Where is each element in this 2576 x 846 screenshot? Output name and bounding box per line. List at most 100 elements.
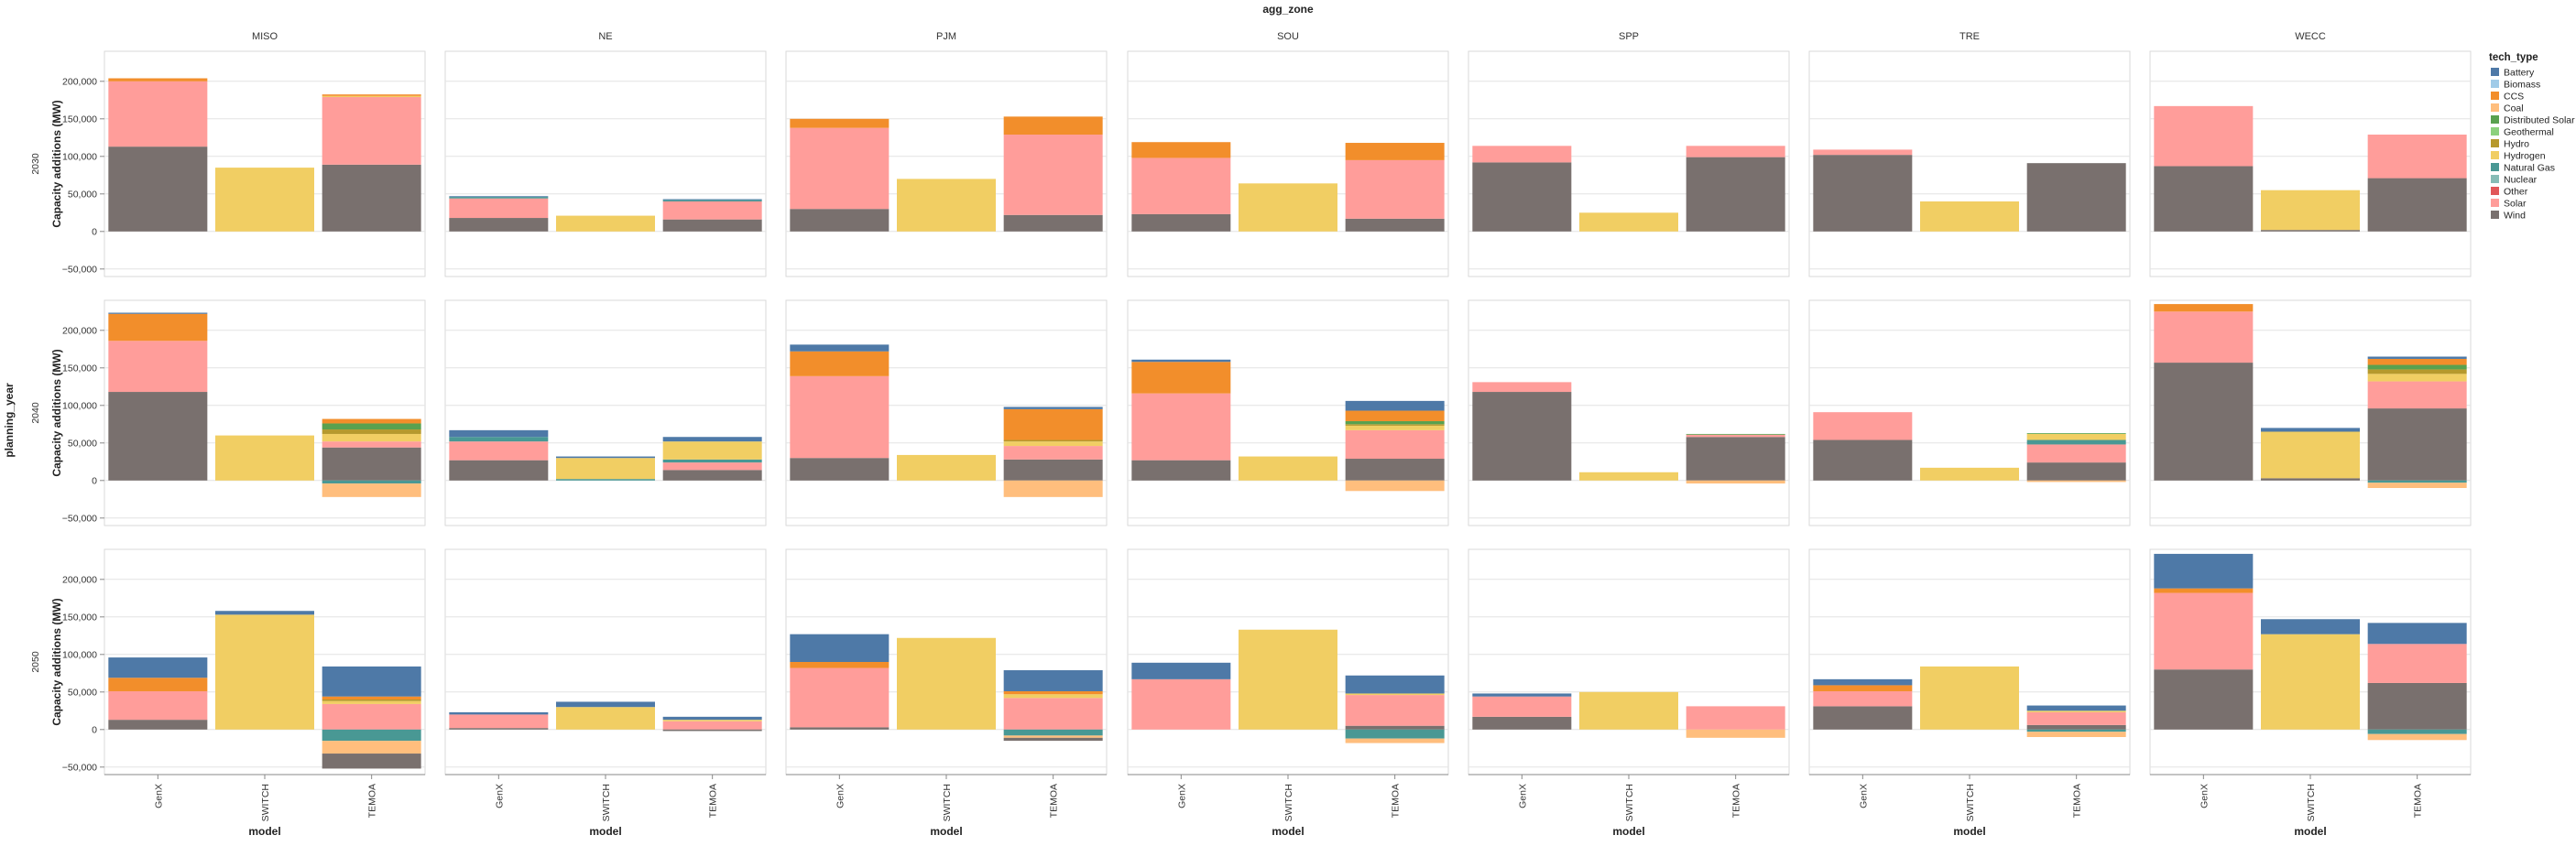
- bar-segment-hydrogen: [2026, 433, 2126, 440]
- bar-segment-wind: [662, 729, 762, 732]
- bar-segment-battery: [108, 657, 208, 678]
- legend-label: Distributed Solar: [2504, 115, 2575, 126]
- bar-segment-solar: [1345, 429, 1445, 460]
- x-tick-label: SWITCH: [601, 784, 612, 821]
- panel-frame: [444, 299, 767, 526]
- legend-swatch-ccs: [2491, 92, 2499, 100]
- legend-label: Hydro: [2504, 139, 2529, 150]
- legend-swatch-coal: [2491, 103, 2499, 112]
- row-label-2030: 2030: [30, 153, 41, 175]
- facet-title-pjm: PJM: [936, 31, 956, 42]
- bar-segment-coal: [322, 483, 421, 497]
- legend-swatch-battery: [2491, 68, 2499, 76]
- x-tick-label: TEMOA: [1391, 784, 1402, 818]
- bar-segment-coal: [1345, 480, 1445, 492]
- bar-segment-solar: [1003, 698, 1103, 730]
- bar-segment-wind: [1472, 716, 1572, 730]
- x-tick-label: GenX: [835, 784, 846, 808]
- facet-title-wecc: WECC: [2295, 31, 2326, 42]
- x-tick-label: SWITCH: [1965, 784, 1976, 821]
- y-tick-label: 100,000: [62, 151, 97, 162]
- bar-segment-solar: [662, 462, 762, 471]
- bar-segment-hydrogen: [1345, 425, 1445, 430]
- y-tick-label: 100,000: [62, 400, 97, 411]
- x-tick-label: TEMOA: [2072, 784, 2083, 818]
- bar-segment-coal: [2026, 732, 2126, 737]
- y-tick-label: 200,000: [62, 325, 97, 336]
- bar-segment-hydrogen: [1920, 201, 2019, 232]
- bar-segment-wind: [322, 164, 421, 232]
- panel-tre-2050: GenX SWITCH TEMOA model: [1808, 548, 2131, 838]
- bar-segment-natural-gas: [449, 197, 549, 199]
- legend-swatch-nuclear: [2491, 175, 2499, 183]
- bar-segment-hydrogen: [1579, 691, 1678, 730]
- facet-title-sou: SOU: [1277, 31, 1299, 42]
- bar-segment-hydrogen: [2261, 634, 2360, 730]
- legend-swatch-other: [2491, 187, 2499, 195]
- legend-swatch-hydro: [2491, 139, 2499, 147]
- bar-segment-battery: [662, 199, 762, 201]
- bar-segment-coal: [1686, 729, 1785, 738]
- bar-segment-battery: [1345, 675, 1445, 694]
- bar-segment-solar: [108, 341, 208, 393]
- bar-segment-natural-gas: [662, 200, 762, 201]
- bar-segment-solar: [1813, 412, 1913, 440]
- bar-segment-solar: [2367, 644, 2467, 683]
- bar-segment-hydrogen: [897, 637, 996, 730]
- bar-segment-solar: [1345, 695, 1445, 726]
- x-tick-label: GenX: [153, 784, 164, 808]
- panel-frame: [444, 50, 767, 277]
- bar-segment-wind: [1813, 439, 1913, 481]
- bar-segment-wind: [1345, 218, 1445, 232]
- panel-wecc-2050: GenX SWITCH TEMOA model: [2149, 548, 2472, 838]
- x-tick-label: TEMOA: [367, 784, 378, 818]
- bar-segment-hydrogen: [2261, 431, 2360, 479]
- bar-segment-wind: [2154, 166, 2254, 232]
- x-tick-label: GenX: [1517, 784, 1528, 808]
- bar-segment-hydrogen: [556, 458, 655, 480]
- bar-segment-solar: [2367, 381, 2467, 409]
- bar-segment-battery: [1003, 670, 1103, 691]
- bar-segment-wind: [108, 720, 208, 730]
- bar-segment-wind: [1345, 725, 1445, 730]
- bar-segment-wind: [449, 460, 549, 481]
- bar-segment-ccs: [108, 678, 208, 691]
- panel-sou-2040: [1127, 299, 1449, 526]
- bar-segment-wind: [662, 470, 762, 481]
- bar-segment-battery: [556, 456, 655, 459]
- bar-segment-hydrogen: [662, 441, 762, 460]
- bar-segment-battery: [790, 634, 890, 662]
- y-tick-label: 0: [92, 226, 97, 237]
- x-tick-label: TEMOA: [1049, 784, 1060, 818]
- bar-segment-wind: [2154, 669, 2254, 730]
- bar-segment-wind: [1686, 157, 1785, 232]
- bar-segment-natural-gas: [449, 437, 549, 442]
- bar-segment-coal: [1003, 480, 1103, 497]
- facet-panels: MISO −50,000 0 50,000 100,000 150,000 200,000 C…: [30, 31, 2472, 838]
- facet-title-tre: TRE: [1959, 31, 1980, 42]
- bar-segment-solar: [449, 441, 549, 461]
- bar-segment-solar: [2154, 105, 2254, 167]
- x-tick-label: SWITCH: [1283, 784, 1294, 821]
- bar-segment-ccs: [790, 351, 890, 376]
- x-tick-label: SWITCH: [2306, 784, 2317, 821]
- bar-segment-hydrogen: [215, 435, 314, 481]
- bar-segment-hydrogen: [215, 614, 314, 730]
- panel-frame: [444, 548, 767, 776]
- bar-segment-battery: [449, 196, 549, 198]
- bar-segment-wind: [449, 218, 549, 232]
- bar-segment-solar: [1131, 157, 1231, 214]
- bar-segment-battery: [2154, 553, 2254, 589]
- chart-title: agg_zone: [1262, 3, 1314, 16]
- bar-segment-solar: [1813, 149, 1913, 156]
- bar-segment-hydrogen: [556, 215, 655, 232]
- x-tick-label: SWITCH: [942, 784, 953, 821]
- bar-segment-wind: [790, 458, 890, 481]
- bar-segment-solar: [1003, 135, 1103, 215]
- bar-segment-solar: [2026, 444, 2126, 463]
- bar-segment-battery: [1813, 678, 1913, 686]
- bar-segment-coal: [1345, 738, 1445, 743]
- bar-segment-solar: [108, 81, 208, 147]
- bar-segment-wind: [1813, 155, 1913, 232]
